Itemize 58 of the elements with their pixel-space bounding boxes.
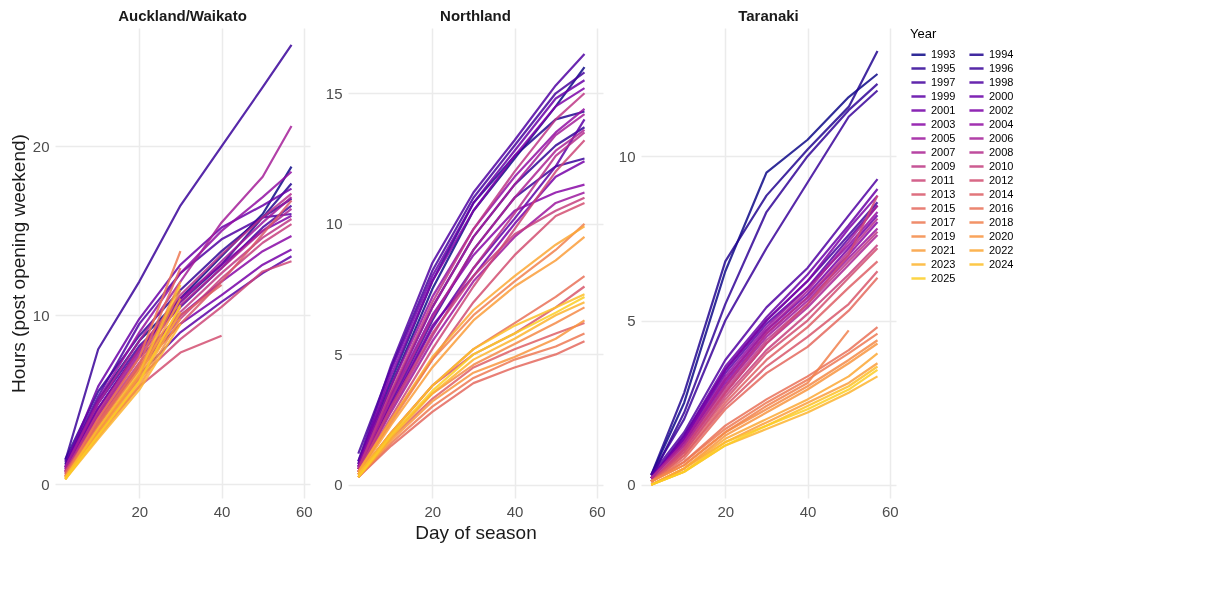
legend-label: 2005	[931, 131, 956, 144]
x-tick-label: 40	[213, 502, 231, 520]
x-tick-label: 60	[295, 502, 313, 520]
legend-label: 2019	[931, 229, 956, 242]
chart-title: Taranaki	[738, 7, 799, 24]
legend-label: 2021	[931, 243, 956, 256]
x-tick-label: 40	[506, 502, 524, 520]
legend-label: 2013	[931, 187, 956, 200]
legend-label: 2011	[931, 173, 955, 186]
x-tick-label: 60	[881, 502, 899, 520]
x-tick-label: 40	[799, 502, 817, 520]
y-axis-title: Hours (post opening weekend)	[7, 134, 29, 393]
legend-label: 2004	[989, 117, 1014, 130]
legend-label: 1993	[931, 47, 956, 60]
legend-label: 2008	[989, 145, 1014, 158]
y-tick-label: 0	[334, 476, 343, 494]
legend-label: 1994	[989, 47, 1014, 60]
legend-label: 2020	[989, 229, 1014, 242]
y-tick-label: 10	[325, 215, 343, 233]
legend-label: 2023	[931, 257, 956, 270]
legend-label: 2018	[989, 215, 1014, 228]
y-tick-label: 10	[32, 306, 50, 324]
legend-label: 2016	[989, 201, 1014, 214]
legend-label: 2003	[931, 117, 956, 130]
legend-label: 2010	[989, 159, 1014, 172]
legend-label: 1997	[931, 75, 956, 88]
legend-label: 2000	[989, 89, 1014, 102]
y-tick-label: 20	[32, 137, 50, 155]
legend-label: 1995	[931, 61, 956, 74]
legend-label: 2025	[931, 271, 956, 284]
legend-label: 1996	[989, 61, 1014, 74]
legend-label: 2014	[989, 187, 1014, 200]
y-tick-label: 15	[325, 84, 343, 102]
y-tick-label: 0	[627, 476, 636, 494]
legend-label: 2007	[931, 145, 956, 158]
x-axis-title: Day of season	[415, 521, 537, 543]
legend-label: 2022	[989, 243, 1014, 256]
y-tick-label: 5	[627, 312, 636, 330]
legend-label: 2002	[989, 103, 1014, 116]
legend-label: 1999	[931, 89, 956, 102]
legend-label: 2024	[989, 257, 1014, 270]
chart-title: Auckland/Waikato	[118, 7, 247, 24]
legend-title: Year	[910, 26, 937, 41]
legend-label: 2001	[931, 103, 956, 116]
legend-label: 2015	[931, 201, 956, 214]
legend-label: 2009	[931, 159, 956, 172]
x-tick-label: 20	[424, 502, 442, 520]
y-tick-label: 0	[41, 475, 50, 493]
legend-label: 1998	[989, 75, 1014, 88]
legend-label: 2017	[931, 215, 956, 228]
y-tick-label: 5	[334, 345, 343, 363]
y-tick-label: 10	[618, 147, 636, 165]
x-tick-label: 20	[131, 502, 149, 520]
chart-title: Northland	[440, 7, 511, 24]
x-tick-label: 60	[588, 502, 606, 520]
legend-label: 2012	[989, 173, 1014, 186]
legend-label: 2006	[989, 131, 1014, 144]
x-tick-label: 20	[717, 502, 735, 520]
